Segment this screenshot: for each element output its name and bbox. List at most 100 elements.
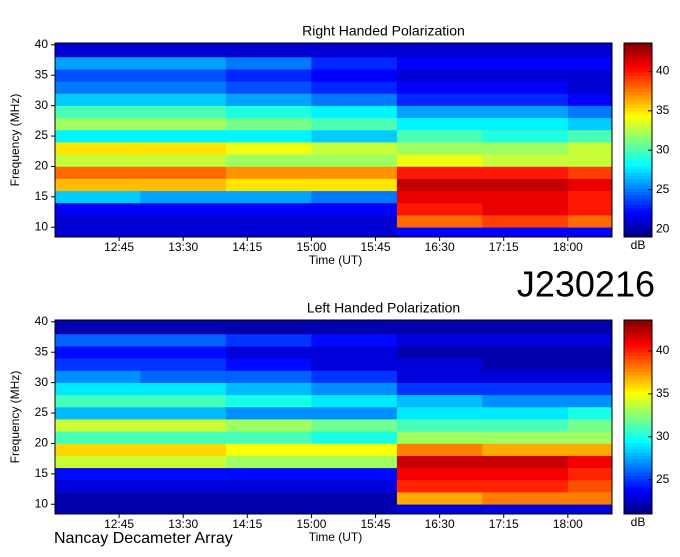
- y-tick-label: 25: [35, 405, 49, 419]
- heat-cell: [55, 117, 141, 131]
- heat-cell: [225, 467, 312, 481]
- y-tick-label: 10: [35, 496, 49, 510]
- heat-cell: [311, 443, 398, 456]
- heat-cell: [225, 117, 312, 131]
- heat-cell: [567, 117, 613, 131]
- colorbar-step: [624, 91, 652, 96]
- colorbar-step: [624, 78, 652, 83]
- colorbar-step: [624, 413, 652, 418]
- heat-cell: [225, 394, 312, 408]
- y-axis-label: Frequency (MHz): [8, 371, 22, 464]
- heat-cell: [311, 69, 398, 82]
- x-tick-label: 15:45: [361, 517, 391, 531]
- colorbar-step: [624, 410, 652, 415]
- heat-cell: [567, 320, 613, 335]
- colorbar-step: [624, 504, 652, 509]
- heat-cell: [396, 467, 483, 481]
- colorbar-step: [624, 140, 652, 144]
- colorbar-step: [624, 175, 652, 180]
- heat-cell: [311, 166, 398, 179]
- heat-cell: [225, 142, 312, 155]
- heat-cell: [311, 504, 398, 515]
- colorbar-step: [624, 165, 652, 170]
- heat-cell: [567, 190, 613, 204]
- colorbar-step: [624, 501, 652, 505]
- plot-frame: [54, 42, 613, 238]
- heat-cell: [225, 129, 312, 143]
- heat-cell: [482, 455, 569, 469]
- x-tick-label: 16:30: [425, 517, 455, 531]
- colorbar-step: [624, 452, 652, 457]
- heat-cell: [140, 227, 227, 238]
- heat-cell: [482, 394, 569, 408]
- colorbar-step: [624, 88, 652, 92]
- heat-cell: [55, 492, 141, 505]
- y-tick-label: 35: [35, 344, 49, 358]
- colorbar-step: [624, 114, 652, 118]
- heat-cell: [311, 105, 398, 119]
- colorbar-step: [624, 104, 652, 109]
- heat-cell: [55, 227, 141, 238]
- heat-cell: [311, 346, 398, 359]
- heat-cell: [225, 333, 312, 347]
- heat-cell: [396, 190, 483, 204]
- heat-cell: [396, 227, 483, 238]
- heat-cell: [55, 43, 141, 58]
- x-tick-label: 18:00: [553, 517, 583, 531]
- heat-cell: [311, 178, 398, 192]
- colorbar-step: [624, 227, 652, 232]
- heat-cell: [567, 202, 613, 216]
- heat-cell: [55, 333, 141, 347]
- heat-cell: [55, 467, 141, 481]
- colorbar-step: [624, 220, 652, 225]
- heat-cell: [140, 504, 227, 515]
- heat-cell: [482, 142, 569, 155]
- colorbar-step: [624, 117, 652, 122]
- heat-cell: [482, 504, 569, 515]
- heat-cell: [482, 346, 569, 359]
- heat-cell: [140, 406, 227, 420]
- heat-cell: [482, 190, 569, 204]
- colorbar-step: [624, 329, 652, 334]
- colorbar-tick-label: 40: [656, 343, 670, 357]
- colorbar-step: [624, 407, 652, 412]
- heat-cell: [396, 406, 483, 420]
- heat-cell: [396, 431, 483, 444]
- colorbar-step: [624, 217, 652, 222]
- x-tick-label: 12:45: [104, 517, 134, 531]
- heat-cell: [55, 504, 141, 515]
- heat-cell: [140, 443, 227, 456]
- heat-cell: [140, 178, 227, 192]
- heat-cell: [55, 190, 141, 204]
- heat-cell: [225, 382, 312, 396]
- colorbar-tick-label: 30: [656, 429, 670, 443]
- heat-cell: [225, 455, 312, 469]
- heat-cell: [396, 333, 483, 347]
- colorbar-step: [624, 133, 652, 138]
- heat-cell: [482, 467, 569, 481]
- colorbar-step: [624, 46, 652, 50]
- colorbar-step: [624, 468, 652, 473]
- heat-cell: [55, 320, 141, 335]
- heat-cell: [140, 43, 227, 58]
- colorbar-step: [624, 149, 652, 154]
- heat-cell: [55, 346, 141, 359]
- colorbar-step: [624, 72, 652, 76]
- heat-cell: [55, 56, 141, 70]
- heat-cell: [140, 202, 227, 216]
- colorbar-step: [624, 462, 652, 466]
- x-tick-label: 13:30: [168, 517, 198, 531]
- heat-cell: [140, 320, 227, 335]
- colorbar-step: [624, 371, 652, 376]
- heat-cell: [567, 382, 613, 396]
- heat-cell: [140, 105, 227, 119]
- colorbar-step: [624, 481, 652, 486]
- heat-cell: [225, 504, 312, 515]
- heat-cell: [396, 419, 483, 432]
- heat-cell: [311, 455, 398, 469]
- heat-cell: [55, 382, 141, 396]
- colorbar-step: [624, 188, 652, 193]
- colorbar-step: [624, 214, 652, 219]
- heat-cell: [567, 154, 613, 167]
- heat-cell: [311, 492, 398, 505]
